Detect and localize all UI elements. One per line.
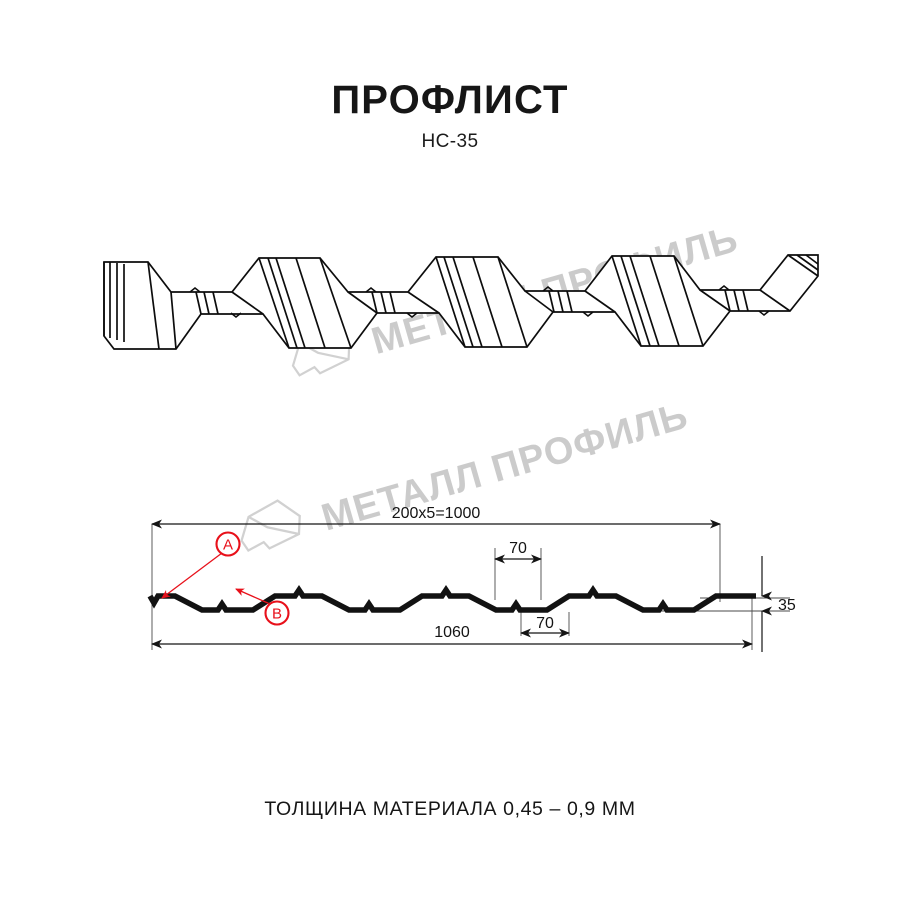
dimension-overall-useful-width: 200x5=1000 (151, 505, 721, 529)
callout-a: A (161, 531, 241, 599)
callout-a-label: A (223, 537, 233, 554)
dimension-bottom-flange-width: 70 (520, 615, 570, 638)
dimension-top-flange-width: 70 (494, 540, 542, 564)
watermark-text-2: МЕТАЛЛ ПРОФИЛЬ (317, 395, 693, 540)
dimension-label-overall-width: 1060 (434, 624, 470, 641)
callout-b: B (235, 588, 290, 626)
callout-b-label: B (272, 606, 282, 623)
dimension-label-bottom-flange: 70 (536, 615, 554, 632)
callout-a-circle (215, 531, 241, 557)
watermark-metall-profil-bottom: МЕТАЛЛ ПРОФИЛЬ (240, 395, 693, 552)
profile-cross-section: 200x5=1000 70 70 35 1060 (147, 505, 796, 652)
page-title: ПРОФЛИСТ (331, 78, 569, 122)
dimension-profile-height: 35 (761, 556, 796, 652)
dimension-label-top-flange: 70 (509, 540, 527, 557)
dimension-overall-width: 1060 (151, 624, 753, 649)
profile-outline (147, 584, 756, 613)
material-thickness-note: ТОЛЩИНА МАТЕРИАЛА 0,45 – 0,9 ММ (264, 798, 636, 820)
extension-lines (151, 524, 790, 650)
perspective-corrugated-sheet (103, 254, 819, 350)
dimension-label-useful-width: 200x5=1000 (392, 505, 481, 522)
page-subtitle: НС-35 (421, 131, 479, 152)
callout-b-circle (264, 600, 290, 626)
dimension-label-height: 35 (778, 597, 796, 614)
